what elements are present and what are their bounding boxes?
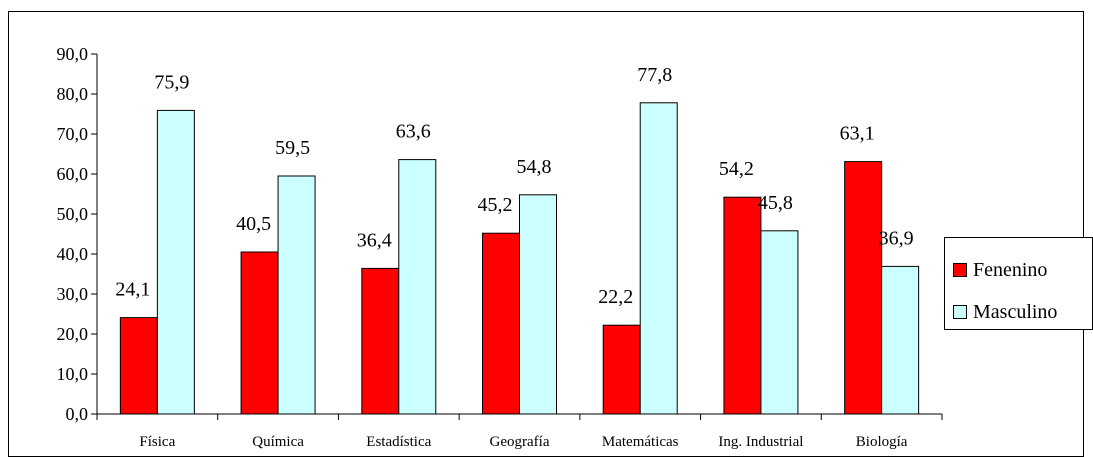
bar-fenenino <box>240 251 279 415</box>
y-tick-label: 80,0 <box>57 84 89 104</box>
bar-fenenino <box>119 317 158 415</box>
legend-item-masculino: Masculino <box>953 300 1057 324</box>
category-label: Química <box>252 434 304 450</box>
bar-masculino <box>639 102 678 415</box>
data-label-fenenino: 63,1 <box>840 123 875 145</box>
bar-masculino <box>519 194 557 415</box>
y-tick-label: 10,0 <box>57 364 89 384</box>
y-tick-label: 40,0 <box>57 244 89 264</box>
legend: Fenenino Masculino <box>944 237 1093 330</box>
category-label: Matemáticas <box>602 434 679 450</box>
data-label-masculino: 59,5 <box>275 137 310 159</box>
bar-fenenino <box>602 324 641 415</box>
bar-fenenino <box>361 267 400 415</box>
data-label-fenenino: 40,5 <box>236 213 271 235</box>
y-tick-label: 30,0 <box>57 284 89 304</box>
data-label-masculino: 36,9 <box>879 227 914 249</box>
legend-swatch-fenenino <box>953 263 967 277</box>
legend-label-masculino: Masculino <box>973 300 1058 323</box>
data-label-fenenino: 54,2 <box>719 158 754 180</box>
category-label: Geografía <box>490 434 550 450</box>
y-tick-label: 90,0 <box>57 44 89 64</box>
data-label-masculino: 45,8 <box>758 192 793 214</box>
legend-item-fenenino: Fenenino <box>953 258 1047 282</box>
legend-swatch-masculino <box>953 305 967 319</box>
y-tick-label: 20,0 <box>57 324 89 344</box>
bar-masculino <box>760 230 799 415</box>
data-label-fenenino: 24,1 <box>115 279 150 301</box>
category-label: Biología <box>856 434 908 450</box>
data-label-masculino: 54,8 <box>517 156 552 178</box>
legend-label-fenenino: Fenenino <box>973 258 1048 281</box>
y-tick-label: 60,0 <box>57 164 89 184</box>
data-label-fenenino: 36,4 <box>357 229 392 251</box>
bar-fenenino <box>844 161 883 415</box>
category-label: Ing. Industrial <box>718 434 803 450</box>
category-label: Física <box>139 434 175 450</box>
y-tick-label: 50,0 <box>57 204 89 224</box>
data-label-masculino: 75,9 <box>154 71 189 93</box>
y-tick-label: 0,0 <box>66 404 89 424</box>
category-label: Estadística <box>366 434 431 450</box>
bar-masculino <box>277 175 316 415</box>
y-tick-label: 70,0 <box>57 124 89 144</box>
bar-fenenino <box>482 232 520 415</box>
data-label-masculino: 77,8 <box>637 64 672 86</box>
bar-masculino <box>881 265 920 415</box>
data-label-fenenino: 45,2 <box>478 194 513 216</box>
bar-masculino <box>398 159 437 415</box>
bar-fenenino <box>723 196 762 415</box>
data-label-fenenino: 22,2 <box>598 286 633 308</box>
data-label-masculino: 63,6 <box>396 121 431 143</box>
bar-masculino <box>156 109 195 415</box>
